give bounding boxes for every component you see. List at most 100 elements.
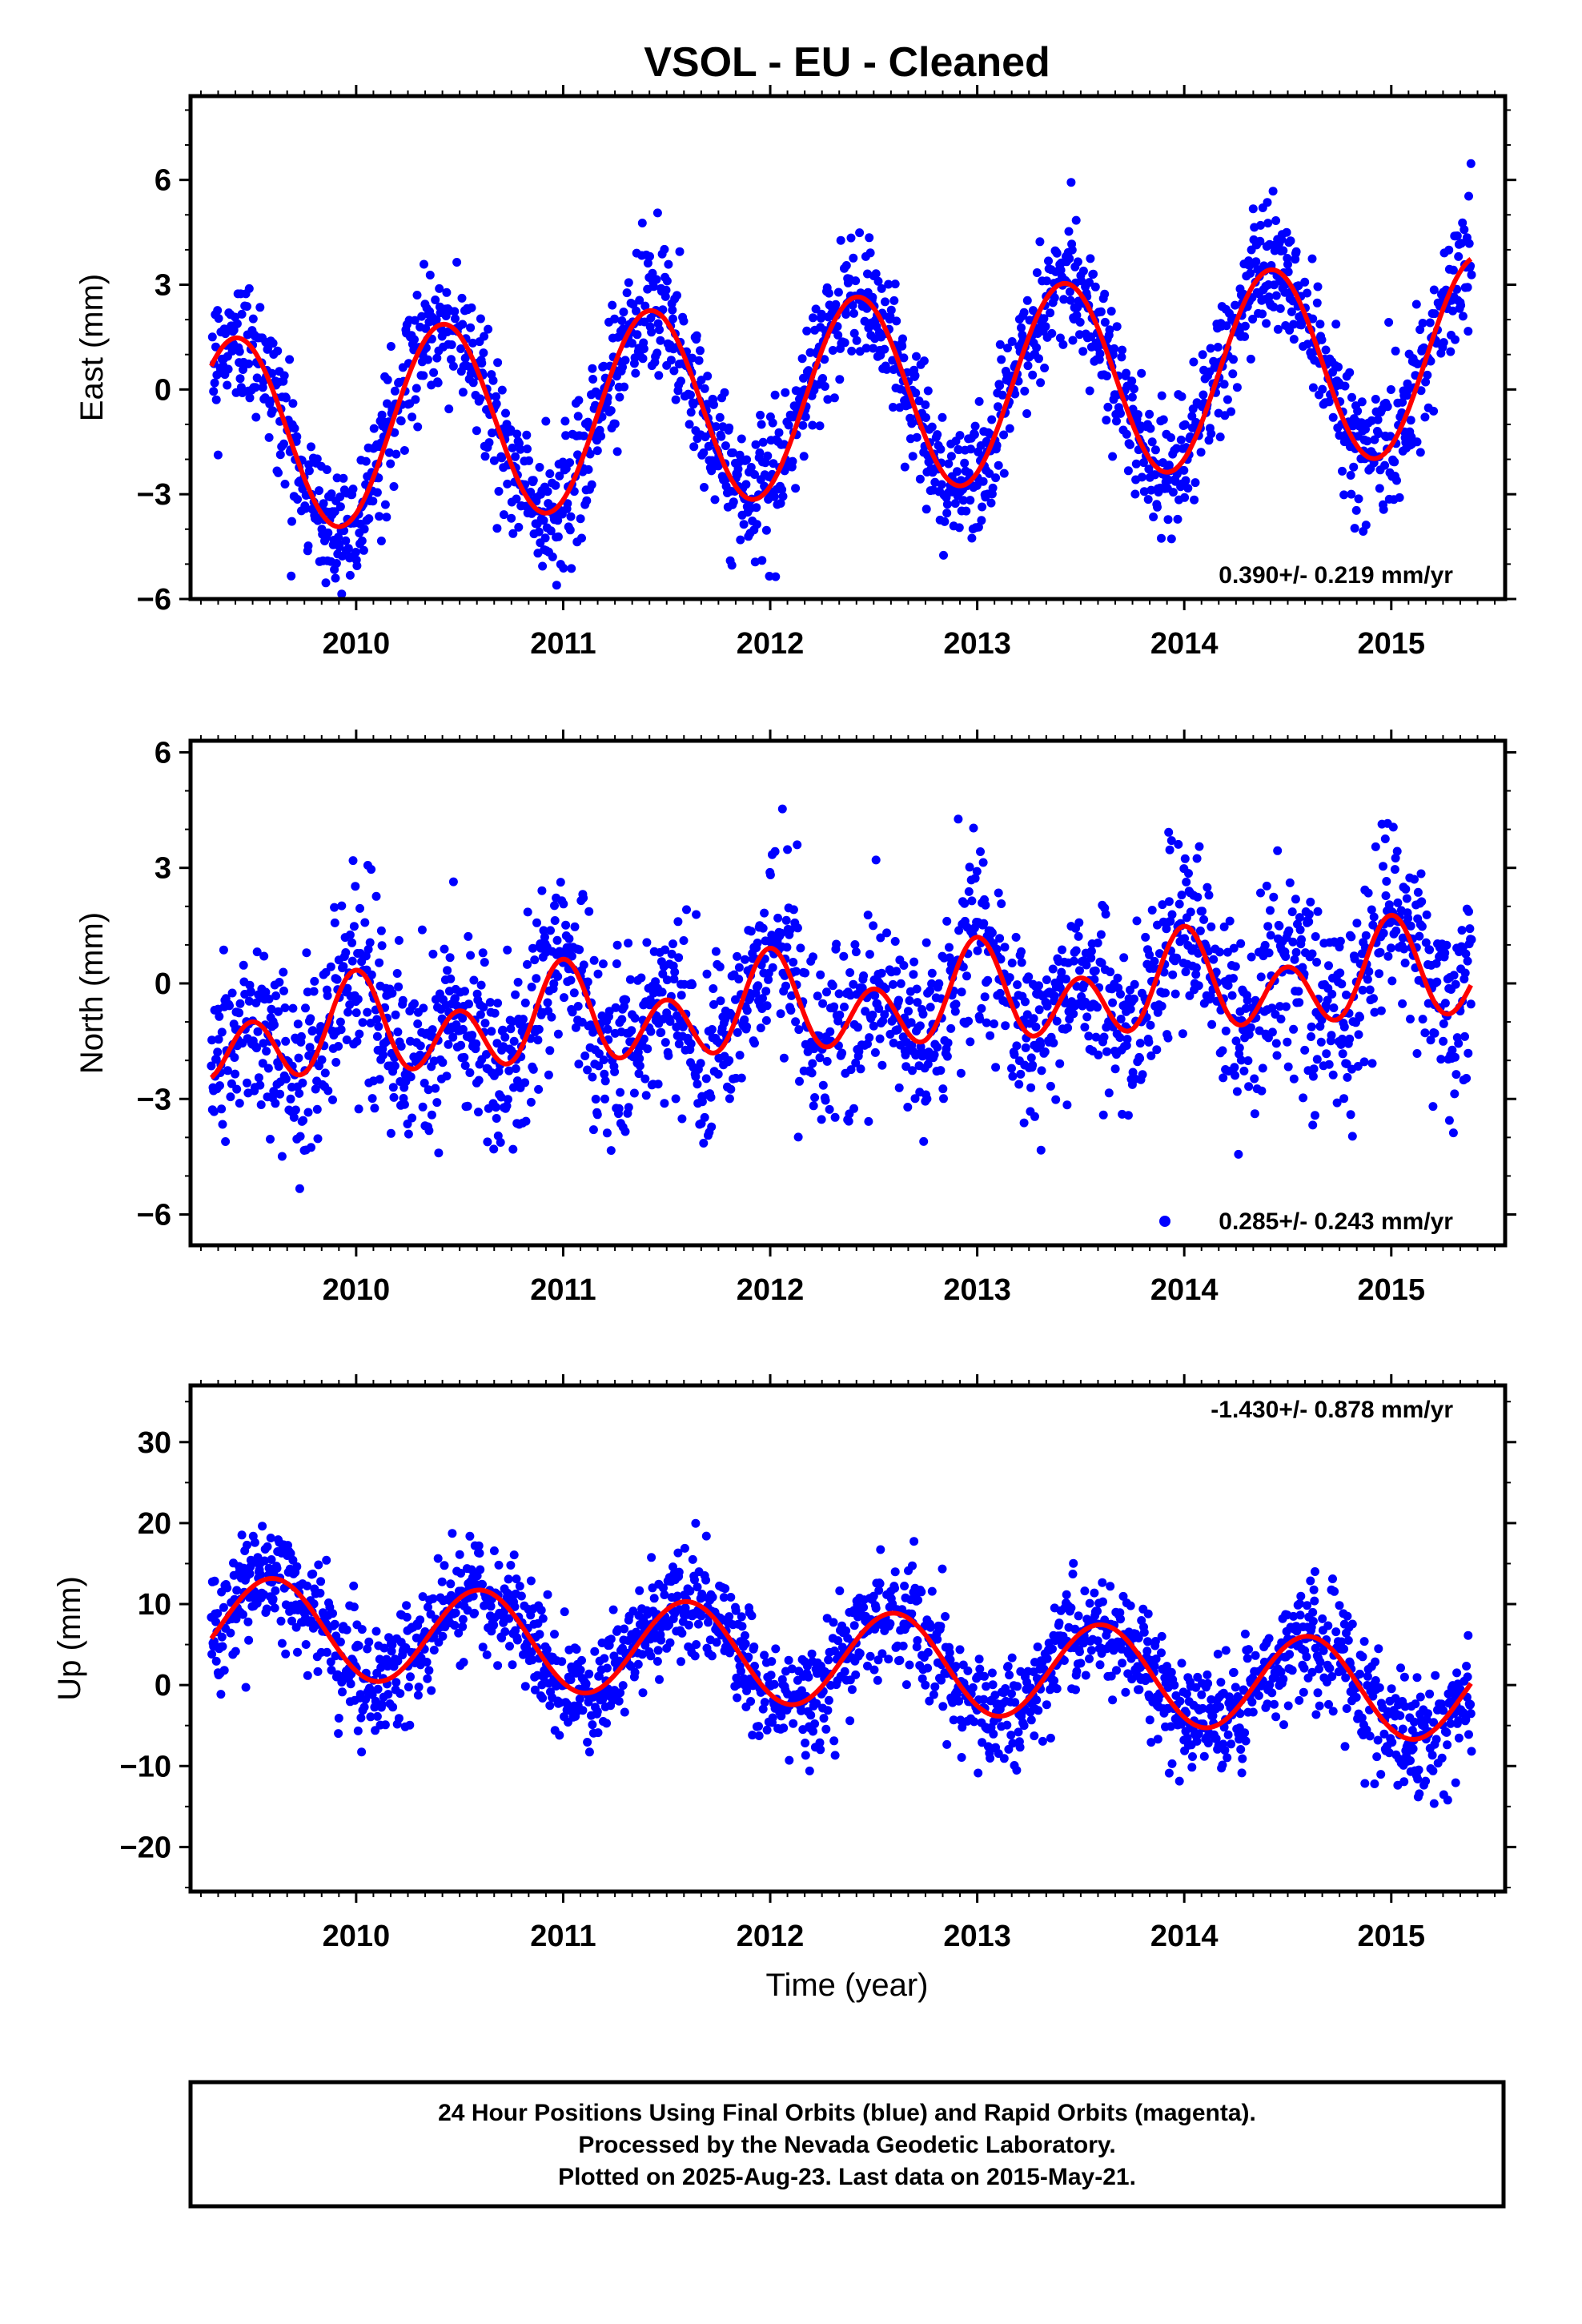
- north-data-point: [990, 1019, 998, 1028]
- north-data-point: [741, 955, 749, 964]
- east-data-point: [877, 283, 886, 293]
- east-data-point: [499, 510, 508, 520]
- east-data-point: [898, 334, 907, 344]
- east-data-point: [484, 438, 494, 448]
- east-data-point: [912, 432, 921, 442]
- east-data-point: [888, 403, 897, 412]
- up-data-point: [241, 1683, 251, 1692]
- east-x-tick-label: 2011: [530, 627, 596, 661]
- east-data-point: [942, 509, 952, 518]
- east-data-point: [991, 473, 1001, 483]
- north-data-point: [306, 1014, 315, 1023]
- north-data-point: [281, 1036, 291, 1046]
- up-data-point: [512, 1635, 522, 1645]
- north-data-point: [1311, 1111, 1319, 1120]
- east-data-point: [368, 497, 378, 506]
- east-data-point: [1116, 408, 1125, 418]
- east-data-point: [662, 276, 672, 286]
- north-data-point: [760, 908, 769, 918]
- north-data-point: [693, 1080, 702, 1089]
- north-data-point: [1250, 1074, 1259, 1084]
- north-data-point: [922, 1094, 932, 1104]
- east-data-point: [323, 528, 333, 537]
- north-data-point: [328, 1095, 337, 1104]
- north-data-point: [616, 1088, 625, 1097]
- east-data-point: [1078, 347, 1088, 356]
- up-data-point: [357, 1747, 367, 1757]
- north-data-point: [353, 995, 363, 1004]
- north-data-point: [1218, 1046, 1227, 1055]
- east-data-point: [757, 420, 766, 429]
- up-data-point: [416, 1615, 425, 1625]
- east-data-point: [999, 430, 1009, 440]
- north-data-point: [610, 1067, 620, 1076]
- east-data-point: [1130, 489, 1140, 499]
- east-data-point: [1291, 247, 1301, 256]
- north-data-point: [964, 887, 974, 896]
- north-data-point: [829, 1002, 839, 1011]
- north-data-point: [779, 1053, 789, 1063]
- east-data-point: [523, 444, 532, 454]
- north-data-point: [624, 939, 633, 948]
- up-data-point: [602, 1719, 612, 1728]
- north-data-point: [374, 1022, 383, 1031]
- east-data-point: [512, 494, 521, 504]
- north-data-point: [1106, 967, 1115, 977]
- north-data-point: [218, 1120, 227, 1129]
- north-data-point: [352, 1036, 362, 1046]
- north-data-point: [915, 1021, 925, 1031]
- north-data-point: [1132, 916, 1142, 926]
- east-data-point: [1189, 357, 1199, 367]
- east-data-point: [275, 450, 285, 460]
- north-data-point: [1300, 1045, 1310, 1055]
- east-data-point: [1451, 335, 1460, 344]
- north-data-point: [849, 1104, 858, 1113]
- north-data-point: [664, 1051, 673, 1060]
- north-data-point: [1379, 862, 1387, 871]
- north-data-point: [753, 981, 763, 991]
- north-data-point: [982, 1018, 991, 1027]
- north-data-point: [293, 1019, 303, 1029]
- east-data-point: [389, 482, 399, 491]
- north-data-point: [692, 910, 701, 919]
- north-data-point: [845, 968, 855, 977]
- north-data-point: [899, 961, 909, 970]
- north-data-point: [1152, 1045, 1162, 1055]
- north-data-point: [1192, 854, 1202, 863]
- east-data-point: [942, 500, 952, 509]
- east-data-point: [1371, 395, 1380, 404]
- east-data-point: [1279, 246, 1288, 255]
- up-data-point: [270, 1603, 279, 1613]
- north-data-point: [725, 1055, 734, 1065]
- east-data-point: [664, 259, 673, 269]
- east-data-point: [660, 244, 669, 254]
- east-data-point: [337, 589, 347, 599]
- east-data-point: [535, 463, 544, 472]
- north-data-point: [773, 913, 783, 923]
- east-data-point: [1143, 495, 1153, 505]
- north-data-point: [1295, 925, 1305, 935]
- east-data-point: [1035, 237, 1045, 247]
- east-data-point: [1086, 254, 1095, 263]
- north-data-point: [1019, 1118, 1029, 1128]
- up-data-point: [451, 1608, 460, 1618]
- east-data-point: [587, 480, 596, 489]
- east-data-point: [480, 332, 489, 341]
- north-data-point: [1016, 1069, 1026, 1079]
- east-data-point: [907, 419, 917, 428]
- north-data-point: [939, 1094, 948, 1104]
- east-data-point: [273, 346, 283, 356]
- north-data-point: [981, 900, 990, 910]
- north-data-point: [1271, 1039, 1281, 1048]
- up-data-point: [349, 1581, 359, 1590]
- north-data-point: [511, 990, 520, 999]
- north-data-point: [918, 1009, 928, 1019]
- east-data-point: [871, 269, 881, 279]
- north-data-point: [1402, 894, 1411, 903]
- north-data-point: [217, 1027, 227, 1037]
- up-data-point: [515, 1582, 524, 1591]
- east-data-point: [489, 456, 499, 465]
- east-data-point: [892, 316, 901, 326]
- east-data-point: [921, 413, 930, 422]
- north-data-point: [575, 945, 584, 955]
